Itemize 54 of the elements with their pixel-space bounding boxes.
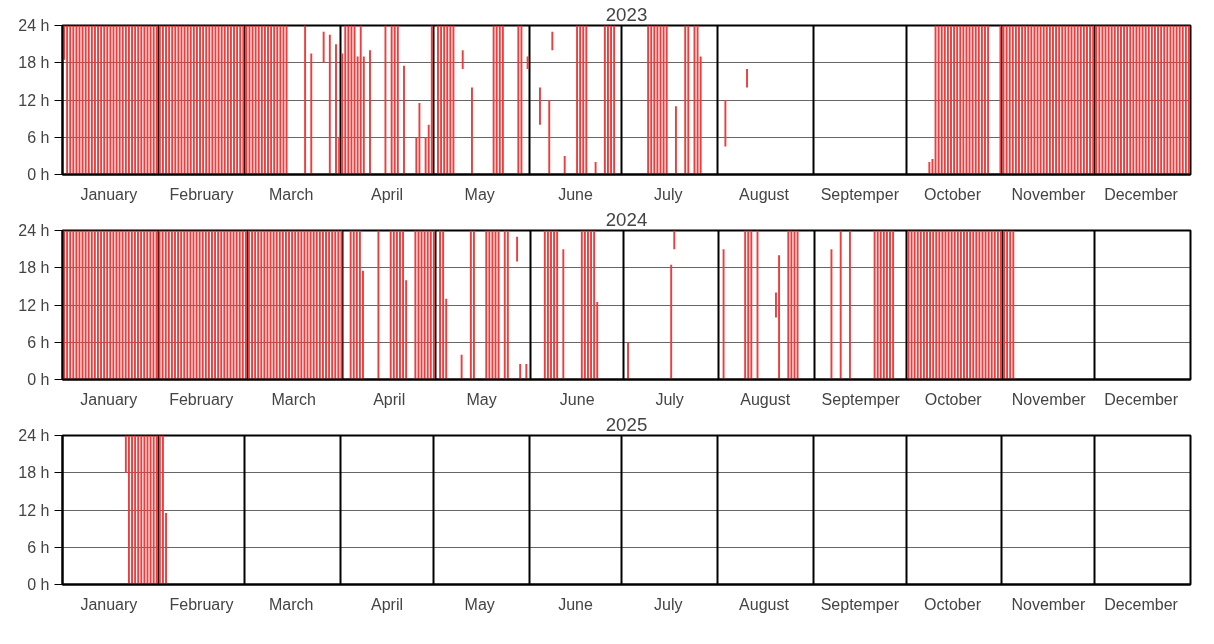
x-tick-label: Septemper xyxy=(820,595,900,613)
y-tick-label: 24 h xyxy=(18,427,50,444)
y-tick-label: 6 h xyxy=(27,128,50,146)
y-tick-label: 24 h xyxy=(18,222,50,239)
x-tick-label: August xyxy=(740,390,791,408)
x-tick-label: May xyxy=(466,390,497,408)
x-tick-label: December xyxy=(1104,595,1179,613)
x-tick-label: April xyxy=(370,185,403,203)
y-tick-label: 0 h xyxy=(27,576,50,593)
x-tick-label: August xyxy=(739,185,790,203)
x-tick-label: August xyxy=(739,595,790,613)
y-tick-label: 24 h xyxy=(18,17,50,34)
x-tick-label: July xyxy=(655,390,684,408)
chart-title: 2025 xyxy=(605,413,648,435)
y-tick-label: 12 h xyxy=(18,91,50,109)
chart-title: 2023 xyxy=(605,3,648,25)
x-tick-label: November xyxy=(1011,185,1086,203)
x-tick-label: October xyxy=(924,595,982,613)
x-tick-label: June xyxy=(558,185,593,203)
y-tick-label: 12 h xyxy=(18,296,50,314)
x-tick-label: Septemper xyxy=(820,185,900,203)
x-tick-label: October xyxy=(924,185,982,203)
x-tick-label: February xyxy=(169,185,234,203)
x-tick-label: June xyxy=(558,595,593,613)
y-tick-label: 0 h xyxy=(27,371,50,388)
y-tick-label: 18 h xyxy=(18,54,50,72)
x-tick-label: December xyxy=(1104,185,1179,203)
x-tick-label: January xyxy=(80,185,138,203)
y-tick-label: 6 h xyxy=(27,333,50,351)
y-tick-label: 0 h xyxy=(27,166,50,183)
x-tick-label: December xyxy=(1104,390,1179,408)
x-tick-label: July xyxy=(653,595,683,613)
x-tick-label: November xyxy=(1011,595,1086,613)
x-tick-label: May xyxy=(464,185,495,203)
x-tick-label: July xyxy=(653,185,683,203)
x-tick-label: March xyxy=(268,595,314,613)
x-tick-label: March xyxy=(268,185,314,203)
chart-title: 2024 xyxy=(605,208,648,230)
x-tick-label: March xyxy=(271,390,316,408)
y-tick-label: 12 h xyxy=(18,501,50,519)
x-tick-label: January xyxy=(80,595,138,613)
x-tick-label: April xyxy=(373,390,406,408)
y-tick-label: 18 h xyxy=(18,464,50,482)
x-tick-label: May xyxy=(464,595,495,613)
x-tick-label: February xyxy=(169,390,234,408)
x-tick-label: Septemper xyxy=(821,390,901,408)
x-tick-label: June xyxy=(559,390,595,408)
x-tick-label: January xyxy=(80,390,138,408)
x-tick-label: April xyxy=(370,595,403,613)
x-tick-label: November xyxy=(1011,390,1087,408)
x-tick-label: February xyxy=(169,595,234,613)
y-tick-label: 6 h xyxy=(27,538,50,556)
x-tick-label: October xyxy=(924,390,983,408)
y-tick-label: 18 h xyxy=(18,259,50,277)
